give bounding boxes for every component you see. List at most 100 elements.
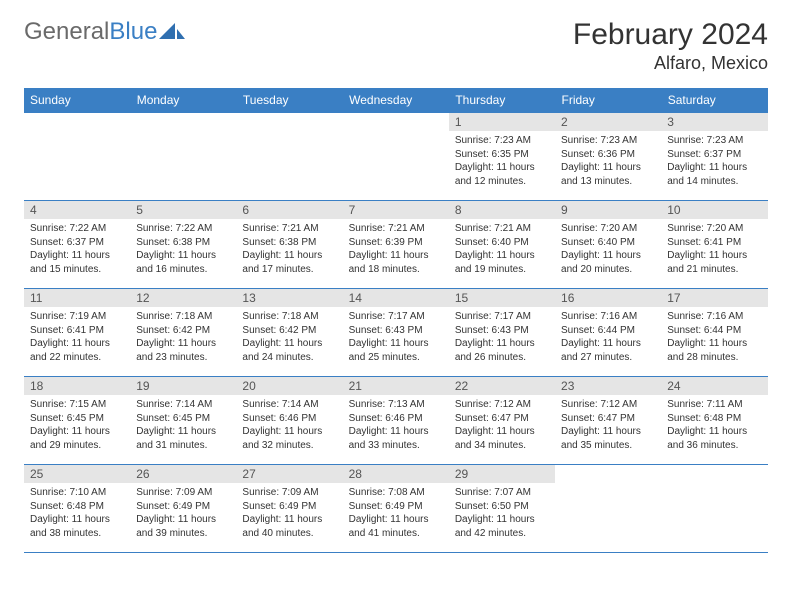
day-number: 20 <box>236 377 342 395</box>
weekday-header-row: Sunday Monday Tuesday Wednesday Thursday… <box>24 88 768 113</box>
day-number: 26 <box>130 465 236 483</box>
day-details: Sunrise: 7:20 AMSunset: 6:40 PMDaylight:… <box>555 219 661 282</box>
day-details: Sunrise: 7:11 AMSunset: 6:48 PMDaylight:… <box>661 395 767 458</box>
day-number: 4 <box>24 201 130 219</box>
calendar-day-cell: 20Sunrise: 7:14 AMSunset: 6:46 PMDayligh… <box>236 377 342 465</box>
day-details: Sunrise: 7:18 AMSunset: 6:42 PMDaylight:… <box>236 307 342 370</box>
day-details: Sunrise: 7:17 AMSunset: 6:43 PMDaylight:… <box>343 307 449 370</box>
day-number: 7 <box>343 201 449 219</box>
calendar-day-cell: 25Sunrise: 7:10 AMSunset: 6:48 PMDayligh… <box>24 465 130 553</box>
day-number: 1 <box>449 113 555 131</box>
day-details: Sunrise: 7:12 AMSunset: 6:47 PMDaylight:… <box>449 395 555 458</box>
day-number: 27 <box>236 465 342 483</box>
calendar-day-cell: . <box>130 113 236 201</box>
day-number: 12 <box>130 289 236 307</box>
day-details: Sunrise: 7:23 AMSunset: 6:37 PMDaylight:… <box>661 131 767 194</box>
day-number: 15 <box>449 289 555 307</box>
calendar-day-cell: 1Sunrise: 7:23 AMSunset: 6:35 PMDaylight… <box>449 113 555 201</box>
day-number: 23 <box>555 377 661 395</box>
calendar-week-row: ....1Sunrise: 7:23 AMSunset: 6:35 PMDayl… <box>24 113 768 201</box>
day-details: Sunrise: 7:13 AMSunset: 6:46 PMDaylight:… <box>343 395 449 458</box>
day-number: 21 <box>343 377 449 395</box>
day-details: Sunrise: 7:20 AMSunset: 6:41 PMDaylight:… <box>661 219 767 282</box>
day-details: Sunrise: 7:08 AMSunset: 6:49 PMDaylight:… <box>343 483 449 546</box>
calendar-day-cell: 6Sunrise: 7:21 AMSunset: 6:38 PMDaylight… <box>236 201 342 289</box>
calendar-day-cell: 5Sunrise: 7:22 AMSunset: 6:38 PMDaylight… <box>130 201 236 289</box>
logo: GeneralBlue <box>24 18 185 46</box>
calendar-day-cell: 2Sunrise: 7:23 AMSunset: 6:36 PMDaylight… <box>555 113 661 201</box>
calendar-day-cell: 26Sunrise: 7:09 AMSunset: 6:49 PMDayligh… <box>130 465 236 553</box>
day-details: Sunrise: 7:21 AMSunset: 6:40 PMDaylight:… <box>449 219 555 282</box>
day-details: Sunrise: 7:14 AMSunset: 6:45 PMDaylight:… <box>130 395 236 458</box>
calendar-day-cell: 23Sunrise: 7:12 AMSunset: 6:47 PMDayligh… <box>555 377 661 465</box>
calendar-day-cell: 3Sunrise: 7:23 AMSunset: 6:37 PMDaylight… <box>661 113 767 201</box>
day-number: 16 <box>555 289 661 307</box>
calendar-day-cell: . <box>555 465 661 553</box>
calendar-day-cell: 14Sunrise: 7:17 AMSunset: 6:43 PMDayligh… <box>343 289 449 377</box>
brand-part1: General <box>24 18 109 46</box>
day-number: 9 <box>555 201 661 219</box>
day-details: Sunrise: 7:15 AMSunset: 6:45 PMDaylight:… <box>24 395 130 458</box>
day-number: 5 <box>130 201 236 219</box>
calendar-day-cell: 21Sunrise: 7:13 AMSunset: 6:46 PMDayligh… <box>343 377 449 465</box>
calendar-day-cell: 11Sunrise: 7:19 AMSunset: 6:41 PMDayligh… <box>24 289 130 377</box>
calendar-table: Sunday Monday Tuesday Wednesday Thursday… <box>24 88 768 553</box>
calendar-day-cell: 9Sunrise: 7:20 AMSunset: 6:40 PMDaylight… <box>555 201 661 289</box>
calendar-week-row: 11Sunrise: 7:19 AMSunset: 6:41 PMDayligh… <box>24 289 768 377</box>
day-details: Sunrise: 7:23 AMSunset: 6:35 PMDaylight:… <box>449 131 555 194</box>
calendar-day-cell: . <box>661 465 767 553</box>
page-title: February 2024 <box>573 18 768 51</box>
calendar-day-cell: . <box>24 113 130 201</box>
calendar-day-cell: 29Sunrise: 7:07 AMSunset: 6:50 PMDayligh… <box>449 465 555 553</box>
location-label: Alfaro, Mexico <box>573 53 768 74</box>
logo-sail-icon <box>159 21 185 41</box>
calendar-day-cell: 16Sunrise: 7:16 AMSunset: 6:44 PMDayligh… <box>555 289 661 377</box>
day-number: 22 <box>449 377 555 395</box>
calendar-day-cell: 27Sunrise: 7:09 AMSunset: 6:49 PMDayligh… <box>236 465 342 553</box>
calendar-day-cell: 13Sunrise: 7:18 AMSunset: 6:42 PMDayligh… <box>236 289 342 377</box>
day-details: Sunrise: 7:10 AMSunset: 6:48 PMDaylight:… <box>24 483 130 546</box>
calendar-day-cell: 8Sunrise: 7:21 AMSunset: 6:40 PMDaylight… <box>449 201 555 289</box>
weekday-header: Monday <box>130 88 236 113</box>
calendar-day-cell: 15Sunrise: 7:17 AMSunset: 6:43 PMDayligh… <box>449 289 555 377</box>
day-number: 18 <box>24 377 130 395</box>
day-details: Sunrise: 7:17 AMSunset: 6:43 PMDaylight:… <box>449 307 555 370</box>
day-number: 2 <box>555 113 661 131</box>
day-number: 24 <box>661 377 767 395</box>
calendar-week-row: 4Sunrise: 7:22 AMSunset: 6:37 PMDaylight… <box>24 201 768 289</box>
title-block: February 2024 Alfaro, Mexico <box>573 18 768 74</box>
day-number: 17 <box>661 289 767 307</box>
day-details: Sunrise: 7:22 AMSunset: 6:38 PMDaylight:… <box>130 219 236 282</box>
calendar-day-cell: 4Sunrise: 7:22 AMSunset: 6:37 PMDaylight… <box>24 201 130 289</box>
day-details: Sunrise: 7:21 AMSunset: 6:39 PMDaylight:… <box>343 219 449 282</box>
calendar-day-cell: 24Sunrise: 7:11 AMSunset: 6:48 PMDayligh… <box>661 377 767 465</box>
weekday-header: Thursday <box>449 88 555 113</box>
day-number: 11 <box>24 289 130 307</box>
calendar-day-cell: 19Sunrise: 7:14 AMSunset: 6:45 PMDayligh… <box>130 377 236 465</box>
day-details: Sunrise: 7:16 AMSunset: 6:44 PMDaylight:… <box>661 307 767 370</box>
calendar-day-cell: 28Sunrise: 7:08 AMSunset: 6:49 PMDayligh… <box>343 465 449 553</box>
calendar-day-cell: . <box>236 113 342 201</box>
day-details: Sunrise: 7:22 AMSunset: 6:37 PMDaylight:… <box>24 219 130 282</box>
day-number: 29 <box>449 465 555 483</box>
calendar-day-cell: 12Sunrise: 7:18 AMSunset: 6:42 PMDayligh… <box>130 289 236 377</box>
calendar-day-cell: . <box>343 113 449 201</box>
day-details: Sunrise: 7:19 AMSunset: 6:41 PMDaylight:… <box>24 307 130 370</box>
calendar-day-cell: 17Sunrise: 7:16 AMSunset: 6:44 PMDayligh… <box>661 289 767 377</box>
day-details: Sunrise: 7:18 AMSunset: 6:42 PMDaylight:… <box>130 307 236 370</box>
calendar-day-cell: 10Sunrise: 7:20 AMSunset: 6:41 PMDayligh… <box>661 201 767 289</box>
day-number: 8 <box>449 201 555 219</box>
brand-part2: Blue <box>109 18 157 46</box>
day-details: Sunrise: 7:12 AMSunset: 6:47 PMDaylight:… <box>555 395 661 458</box>
calendar-day-cell: 18Sunrise: 7:15 AMSunset: 6:45 PMDayligh… <box>24 377 130 465</box>
day-details: Sunrise: 7:16 AMSunset: 6:44 PMDaylight:… <box>555 307 661 370</box>
day-details: Sunrise: 7:14 AMSunset: 6:46 PMDaylight:… <box>236 395 342 458</box>
weekday-header: Saturday <box>661 88 767 113</box>
day-number: 10 <box>661 201 767 219</box>
weekday-header: Wednesday <box>343 88 449 113</box>
day-details: Sunrise: 7:21 AMSunset: 6:38 PMDaylight:… <box>236 219 342 282</box>
calendar-week-row: 18Sunrise: 7:15 AMSunset: 6:45 PMDayligh… <box>24 377 768 465</box>
day-details: Sunrise: 7:09 AMSunset: 6:49 PMDaylight:… <box>236 483 342 546</box>
day-details: Sunrise: 7:07 AMSunset: 6:50 PMDaylight:… <box>449 483 555 546</box>
day-details: Sunrise: 7:23 AMSunset: 6:36 PMDaylight:… <box>555 131 661 194</box>
